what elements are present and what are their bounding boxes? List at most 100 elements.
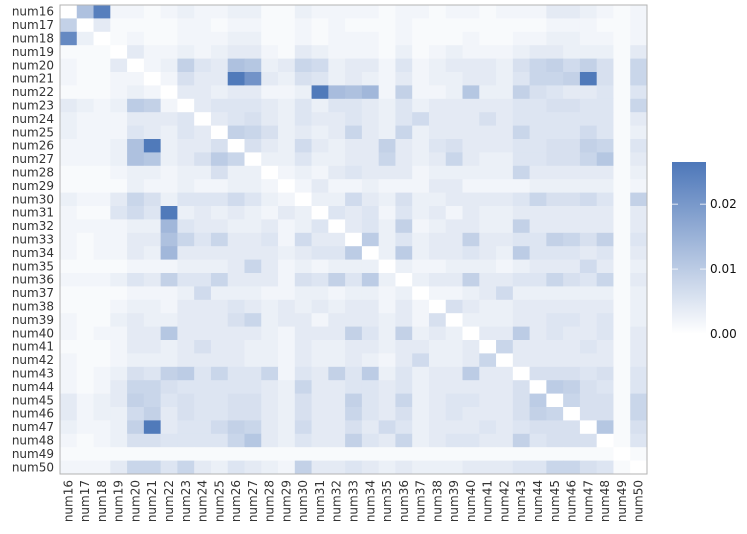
heatmap-cell-num21-num45 [546,72,564,86]
heatmap-cell-num40-num27 [244,326,262,341]
heatmap-cell-num43-num30 [294,366,312,381]
heatmap-cell-num42-num46 [563,353,581,368]
heatmap-cell-num20-num30 [294,58,312,73]
heatmap-cell-num50-num35 [378,460,396,475]
heatmap-cell-num36-num48 [596,273,614,287]
heatmap-cell-num20-num26 [227,58,245,73]
heatmap-cell-num45-num36 [395,393,413,408]
heatmap-cell-num47-num41 [479,420,497,435]
row-label-num30: num30 [12,192,54,206]
heatmap-cell-num22-num45 [546,85,564,100]
heatmap-cell-num24-num44 [529,112,547,126]
heatmap-cell-num26-num49 [613,139,631,153]
heatmap-cell-num41-num46 [563,340,581,354]
heatmap-cell-num25-num17 [76,125,94,140]
heatmap-cell-num38-num22 [160,299,178,314]
heatmap-cell-num32-num18 [93,219,111,234]
heatmap-cell-num40-num25 [210,326,229,341]
heatmap-cell-num25-num22 [160,125,178,140]
heatmap-cell-num21-num30 [294,72,312,86]
heatmap-cell-num47-num22 [160,420,178,435]
heatmap-cell-num29-num28 [261,179,279,193]
heatmap-cell-num44-num21 [143,380,162,394]
heatmap-cell-num47-num23 [177,420,195,435]
heatmap-cell-num43-num24 [194,366,212,381]
heatmap-cell-num16-num28 [261,5,279,19]
heatmap-cell-num31-num21 [143,206,162,220]
heatmap-cell-num37-num34 [361,286,380,301]
heatmap-cell-num34-num16 [60,246,78,260]
heatmap-cell-num43-num40 [462,366,480,381]
heatmap-cell-num41-num24 [194,340,212,354]
heatmap-cell-num19-num33 [345,45,363,59]
heatmap-cell-num39-num44 [529,313,547,327]
heatmap-cell-num25-num28 [261,125,279,140]
heatmap-cell-num41-num44 [529,340,547,354]
heatmap-cell-num18-num50 [630,31,648,46]
heatmap-cell-num46-num32 [328,407,346,421]
heatmap-cell-num31-num30 [294,206,312,220]
heatmap-cell-num43-num43 [512,366,530,381]
heatmap-cell-num33-num44 [529,232,547,247]
heatmap-cell-num18-num22 [160,31,178,46]
heatmap-cell-num29-num35 [378,179,396,193]
heatmap-cell-num37-num24 [194,286,212,301]
heatmap-cell-num18-num45 [546,31,564,46]
heatmap-cell-num37-num17 [76,286,94,301]
heatmap-cell-num29-num30 [294,179,312,193]
heatmap-cell-num23-num19 [110,98,128,113]
heatmap-cell-num35-num20 [127,259,145,274]
heatmap-cell-num23-num34 [361,98,380,113]
heatmap-cell-num49-num36 [395,447,413,461]
heatmap-cell-num39-num32 [328,313,346,327]
heatmap-cell-num32-num31 [311,219,329,234]
heatmap-cell-num19-num23 [177,45,195,59]
heatmap-cell-num35-num45 [546,259,564,274]
heatmap-cell-num24-num49 [613,112,631,126]
heatmap-cell-num31-num41 [479,206,497,220]
heatmap-cell-num31-num37 [412,206,430,220]
heatmap-cell-num33-num42 [496,232,514,247]
heatmap-cells [60,5,648,475]
heatmap-cell-num33-num29 [278,232,296,247]
column-label-num31: num31 [313,480,327,522]
heatmap-cell-num49-num41 [479,447,497,461]
heatmap-cell-num43-num27 [244,366,262,381]
heatmap-cell-num39-num40 [462,313,480,327]
heatmap-cell-num43-num31 [311,366,329,381]
heatmap-cell-num22-num19 [110,85,128,100]
heatmap-cell-num19-num25 [210,45,229,59]
heatmap-cell-num26-num36 [395,139,413,153]
heatmap-cell-num34-num48 [596,246,614,260]
heatmap-cell-num22-num18 [93,85,111,100]
heatmap-cell-num34-num39 [445,246,463,260]
row-label-num19: num19 [12,45,54,59]
heatmap-cell-num25-num20 [127,125,145,140]
heatmap-cell-num50-num19 [110,460,128,475]
heatmap-cell-num31-num34 [361,206,380,220]
heatmap-cell-num29-num16 [60,179,78,193]
heatmap-cell-num40-num23 [177,326,195,341]
heatmap-cell-num39-num37 [412,313,430,327]
heatmap-cell-num48-num40 [462,433,480,448]
heatmap-cell-num16-num43 [512,5,530,19]
heatmap-cell-num23-num40 [462,98,480,113]
heatmap-cell-num29-num26 [227,179,245,193]
heatmap-cell-num37-num41 [479,286,497,301]
heatmap-cell-num35-num46 [563,259,581,274]
heatmap-cell-num46-num29 [278,407,296,421]
heatmap-cell-num34-num38 [428,246,447,260]
heatmap-cell-num21-num29 [278,72,296,86]
heatmap-cell-num47-num26 [227,420,245,435]
heatmap-cell-num46-num35 [378,407,396,421]
heatmap-cell-num28-num34 [361,165,380,180]
heatmap-cell-num48-num17 [76,433,94,448]
row-label-num41: num41 [12,340,54,354]
heatmap-cell-num33-num35 [378,232,396,247]
heatmap-cell-num19-num24 [194,45,212,59]
heatmap-cell-num34-num21 [143,246,162,260]
heatmap-cell-num37-num26 [227,286,245,301]
heatmap-cell-num45-num32 [328,393,346,408]
heatmap-cell-num45-num21 [143,393,162,408]
heatmap-cell-num47-num39 [445,420,463,435]
